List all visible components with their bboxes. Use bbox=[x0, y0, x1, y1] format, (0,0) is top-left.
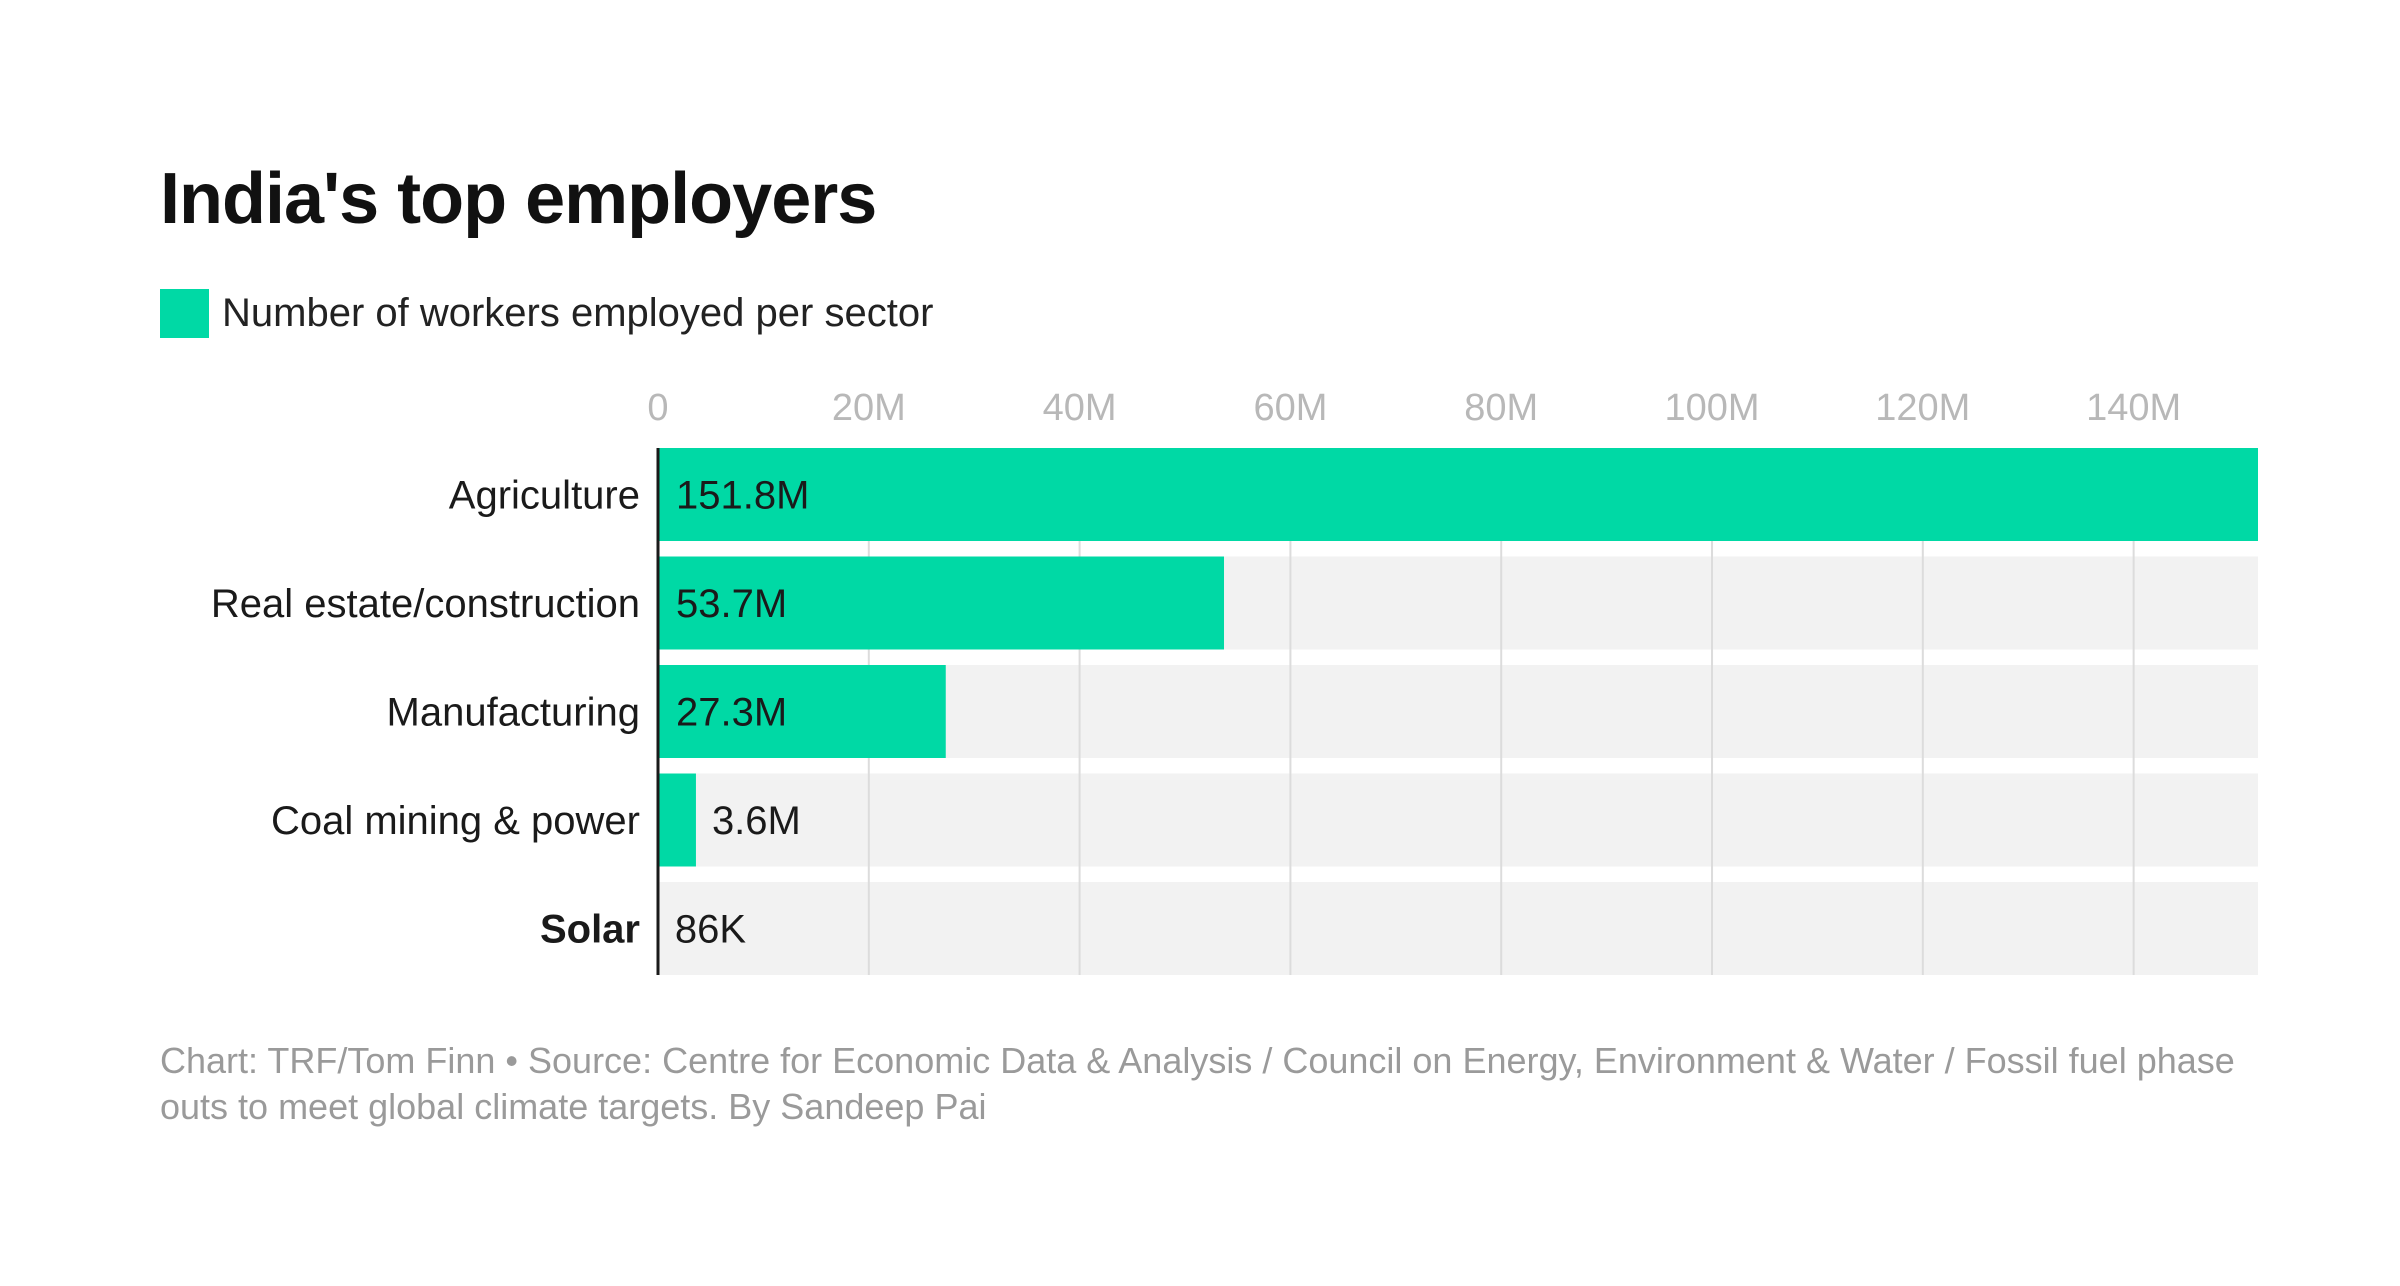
legend-swatch bbox=[160, 288, 209, 338]
value-label: 3.6M bbox=[712, 799, 801, 843]
bar bbox=[658, 448, 2258, 541]
x-tick-label: 40M bbox=[1043, 387, 1117, 429]
x-tick-label: 80M bbox=[1464, 387, 1538, 429]
legend: Number of workers employed per sector bbox=[160, 288, 933, 338]
value-label: 86K bbox=[675, 908, 746, 952]
x-tick-label: 0 bbox=[647, 387, 668, 429]
x-tick-label: 140M bbox=[2086, 387, 2181, 429]
x-tick-label: 100M bbox=[1664, 387, 1759, 429]
category-label: Coal mining & power bbox=[271, 799, 640, 843]
bar bbox=[658, 665, 946, 758]
x-tick-label: 20M bbox=[832, 387, 906, 429]
bar-track bbox=[658, 882, 2258, 975]
category-label: Real estate/construction bbox=[211, 582, 640, 626]
value-label: 151.8M bbox=[676, 474, 809, 518]
value-label: 27.3M bbox=[676, 691, 787, 735]
bar-track bbox=[658, 773, 2258, 867]
category-label: Manufacturing bbox=[387, 691, 640, 735]
category-label: Agriculture bbox=[449, 474, 640, 518]
chart-footer-credit: Chart: TRF/Tom Finn • Source: Centre for… bbox=[160, 1040, 2235, 1127]
category-label: Solar bbox=[540, 908, 640, 952]
x-tick-label: 120M bbox=[1875, 387, 1970, 429]
bar-chart: 0 20M 40M 60M 80M 100M 120M 140M Agriculture 151.… bbox=[211, 387, 2258, 975]
legend-label: Number of workers employed per sector bbox=[222, 290, 934, 335]
x-tick-label: 60M bbox=[1253, 387, 1327, 429]
bar bbox=[658, 556, 1225, 650]
bar bbox=[658, 773, 696, 867]
value-label: 53.7M bbox=[676, 582, 787, 626]
chart-title: India's top employers bbox=[160, 159, 877, 239]
